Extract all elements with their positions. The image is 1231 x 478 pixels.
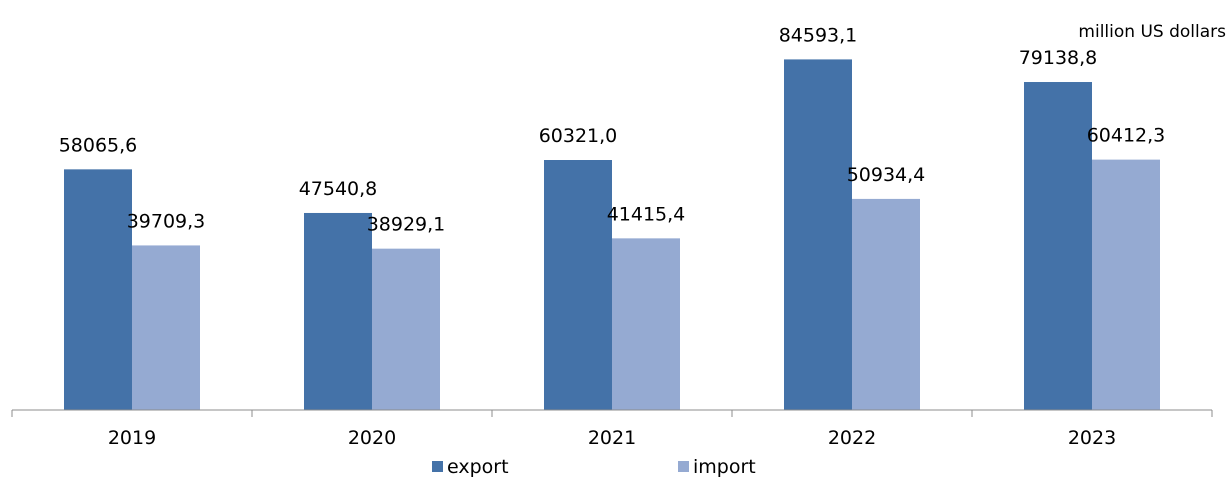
data-label-import-2022: 50934,4 (847, 164, 926, 186)
data-label-export-2023: 79138,8 (1019, 47, 1098, 69)
data-label-import-2019: 39709,3 (127, 210, 206, 232)
x-tick-label-2020: 2020 (348, 427, 396, 449)
data-label-export-2019: 58065,6 (59, 134, 138, 156)
x-axis: 2019 2020 2021 2022 2023 (11, 409, 1213, 449)
bar-import-2023 (1092, 159, 1160, 410)
legend: export import (432, 456, 756, 478)
bar-export-2022 (784, 59, 852, 410)
data-label-import-2023: 60412,3 (1087, 125, 1166, 147)
data-label-import-2021: 41415,4 (607, 203, 686, 225)
x-tick-label-2019: 2019 (108, 427, 156, 449)
legend-swatch-export (432, 461, 443, 472)
bar-import-2021 (612, 238, 680, 410)
x-tick-label-2023: 2023 (1068, 427, 1116, 449)
legend-label-export: export (447, 456, 509, 478)
bar-export-2021 (544, 160, 612, 410)
bar-import-2020 (372, 248, 440, 410)
unit-label: million US dollars (1078, 22, 1226, 42)
legend-swatch-import (678, 461, 689, 472)
bar-import-2019 (132, 245, 200, 410)
bars-group: 58065,6 39709,3 47540,8 38929,1 60321,0 41415… (59, 24, 1166, 410)
x-tick-label-2022: 2022 (828, 427, 876, 449)
legend-label-import: import (693, 456, 756, 478)
data-label-export-2021: 60321,0 (539, 125, 618, 147)
data-label-import-2020: 38929,1 (367, 214, 446, 236)
bar-import-2022 (852, 198, 920, 410)
data-label-export-2020: 47540,8 (299, 178, 378, 200)
data-label-export-2022: 84593,1 (779, 24, 858, 46)
x-tick-label-2021: 2021 (588, 427, 636, 449)
bar-export-2019 (64, 169, 132, 410)
bar-export-2023 (1024, 82, 1092, 410)
bar-export-2020 (304, 212, 372, 410)
